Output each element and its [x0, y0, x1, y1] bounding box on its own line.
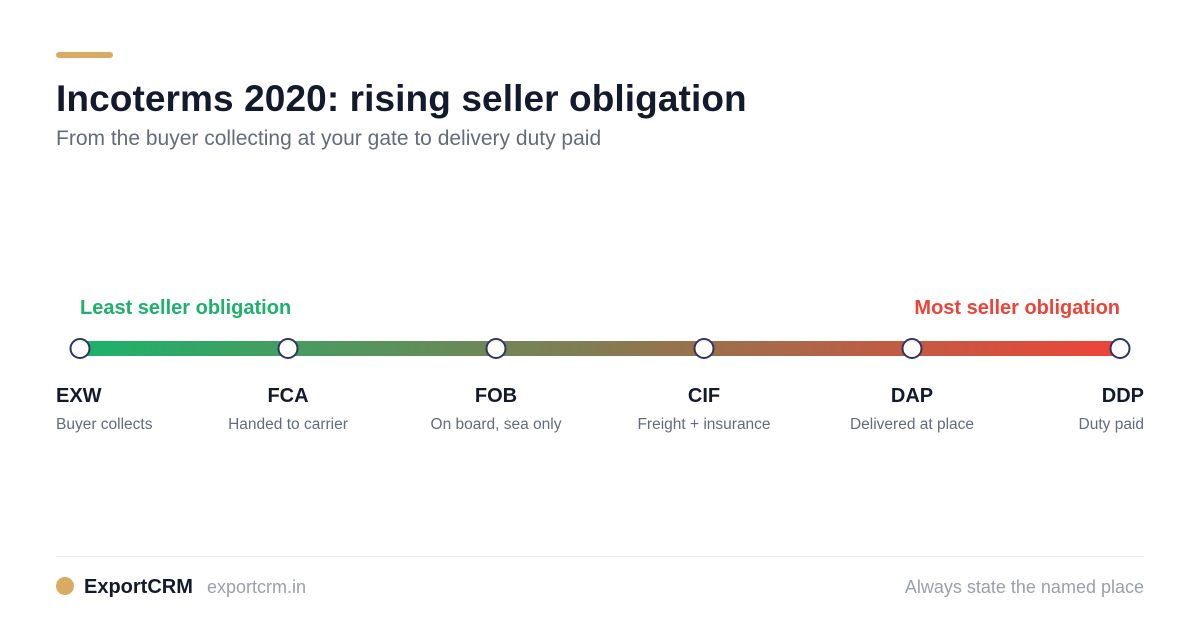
term-code-ddp: DDP [1101, 385, 1144, 407]
term-node-cif [693, 338, 715, 359]
accent-bar [56, 52, 113, 58]
page-subtitle: From the buyer collecting at your gate t… [56, 127, 602, 150]
term-node-exw [69, 338, 91, 359]
term-desc-fob: On board, sea only [430, 416, 562, 433]
footer-divider [56, 556, 1144, 557]
brand-url: exportcrm.in [207, 577, 307, 597]
term-code-dap: DAP [890, 385, 934, 407]
term-desc-cif: Freight + insurance [637, 416, 771, 433]
term-code-fob: FOB [474, 385, 518, 407]
term-desc-fca: Handed to carrier [228, 416, 348, 433]
term-desc-exw: Buyer collects [56, 416, 153, 433]
brand-name: ExportCRM [84, 576, 193, 598]
most-obligation-label: Most seller obligation [914, 297, 1120, 319]
term-desc-dap: Delivered at place [849, 416, 975, 433]
term-code-cif: CIF [687, 385, 721, 407]
term-code-fca: FCA [267, 385, 309, 407]
obligation-gradient-track [80, 341, 1120, 356]
term-node-ddp [1109, 338, 1131, 359]
page-title: Incoterms 2020: rising seller obligation [56, 78, 747, 119]
least-obligation-label: Least seller obligation [80, 297, 292, 319]
term-node-fca [277, 338, 299, 359]
term-desc-ddp: Duty paid [1078, 416, 1144, 433]
term-node-fob [485, 338, 507, 359]
brand-logo-dot [56, 577, 74, 595]
footer-note: Always state the named place [904, 577, 1144, 597]
term-node-dap [901, 338, 923, 359]
term-code-exw: EXW [56, 385, 102, 407]
